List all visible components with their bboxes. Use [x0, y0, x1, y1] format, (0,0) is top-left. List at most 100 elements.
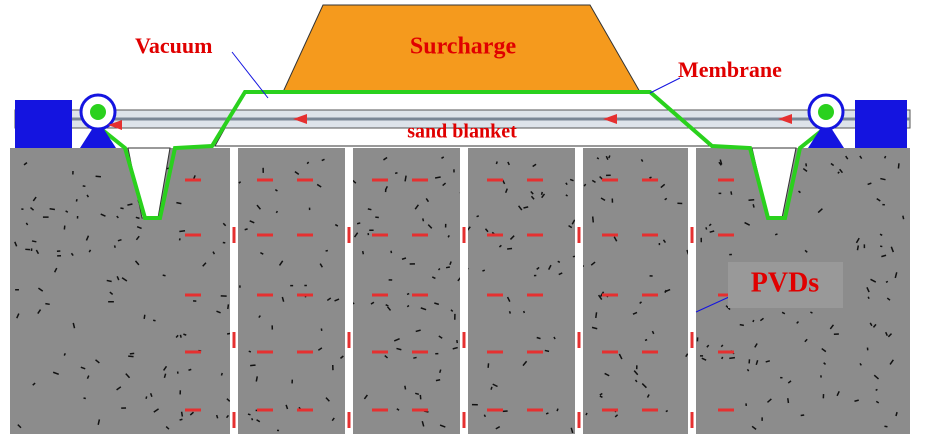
arrow: [348, 227, 351, 243]
pvd: [688, 148, 696, 434]
speck: [290, 285, 293, 287]
speck: [834, 333, 839, 335]
arrow: [602, 409, 618, 412]
speck: [385, 189, 387, 192]
speck: [369, 229, 373, 231]
arrow: [718, 234, 734, 237]
speck: [21, 208, 23, 210]
arrow: [487, 351, 503, 354]
speck: [612, 198, 614, 202]
arrow: [718, 351, 734, 354]
pvd: [575, 148, 583, 434]
arrow: [372, 351, 388, 354]
speck: [700, 238, 702, 242]
arrow: [257, 179, 273, 182]
arrow: [578, 412, 581, 428]
speck: [697, 337, 699, 341]
arrow: [487, 179, 503, 182]
arrow: [372, 409, 388, 412]
arrow: [527, 409, 543, 412]
speck: [57, 250, 60, 252]
arrow: [348, 412, 351, 428]
arrow: [257, 351, 273, 354]
arrow: [185, 234, 201, 237]
arrow: [602, 351, 618, 354]
speck: [332, 365, 334, 370]
speck: [389, 279, 393, 281]
speck: [304, 285, 307, 287]
speck: [700, 355, 703, 357]
diagram: Vacuum Surcharge Membrane sand blanket P…: [0, 0, 926, 434]
arrow: [487, 294, 503, 297]
speck: [309, 208, 311, 211]
pump-fan: [818, 104, 834, 120]
speck: [43, 216, 49, 218]
speck: [291, 380, 293, 384]
leader: [650, 78, 680, 93]
pump-box: [15, 100, 72, 148]
arrow: [257, 234, 273, 237]
arrow: [602, 234, 618, 237]
arrow: [642, 409, 658, 412]
label-sand-blanket: sand blanket: [407, 121, 517, 143]
arrow: [297, 409, 313, 412]
arrow: [412, 351, 428, 354]
arrow: [233, 412, 236, 428]
arrow: [527, 234, 543, 237]
speck: [867, 347, 869, 350]
arrow: [718, 179, 734, 182]
speck: [77, 216, 79, 219]
arrow: [412, 409, 428, 412]
speck: [239, 285, 241, 287]
arrow: [412, 294, 428, 297]
speck: [410, 263, 415, 265]
speck: [659, 243, 661, 245]
arrow: [487, 409, 503, 412]
speck: [780, 377, 782, 379]
speck: [719, 193, 722, 195]
speck: [108, 301, 114, 303]
arrow: [642, 351, 658, 354]
arrow: [642, 234, 658, 237]
arrow: [578, 332, 581, 348]
arrow: [372, 179, 388, 182]
arrow: [642, 179, 658, 182]
speck: [454, 314, 456, 320]
arrow: [527, 179, 543, 182]
speck: [636, 365, 638, 369]
arrow: [297, 234, 313, 237]
arrow: [691, 227, 694, 243]
arrow: [642, 294, 658, 297]
arrow: [463, 332, 466, 348]
arrow: [372, 294, 388, 297]
arrow: [233, 332, 236, 348]
arrow: [527, 351, 543, 354]
speck: [31, 248, 33, 251]
speck: [453, 169, 455, 172]
speck: [606, 174, 611, 176]
arrow: [297, 351, 313, 354]
arrow: [487, 234, 503, 237]
speck: [72, 171, 74, 175]
arrow: [185, 409, 201, 412]
speck: [367, 233, 369, 235]
arrow: [718, 409, 734, 412]
speck: [729, 254, 732, 256]
arrow: [372, 234, 388, 237]
speck: [882, 204, 885, 206]
pvd: [345, 148, 353, 434]
arrow: [412, 179, 428, 182]
speck: [472, 404, 478, 406]
pvd: [460, 148, 468, 434]
arrow: [463, 412, 466, 428]
arrow: [602, 294, 618, 297]
arrow: [348, 332, 351, 348]
label-vacuum: Vacuum: [135, 33, 212, 58]
arrow: [691, 412, 694, 428]
speck: [677, 202, 682, 204]
arrow: [185, 294, 201, 297]
label-membrane: Membrane: [678, 57, 782, 82]
pvd: [230, 148, 238, 434]
speck: [221, 295, 227, 297]
arrow: [463, 227, 466, 243]
